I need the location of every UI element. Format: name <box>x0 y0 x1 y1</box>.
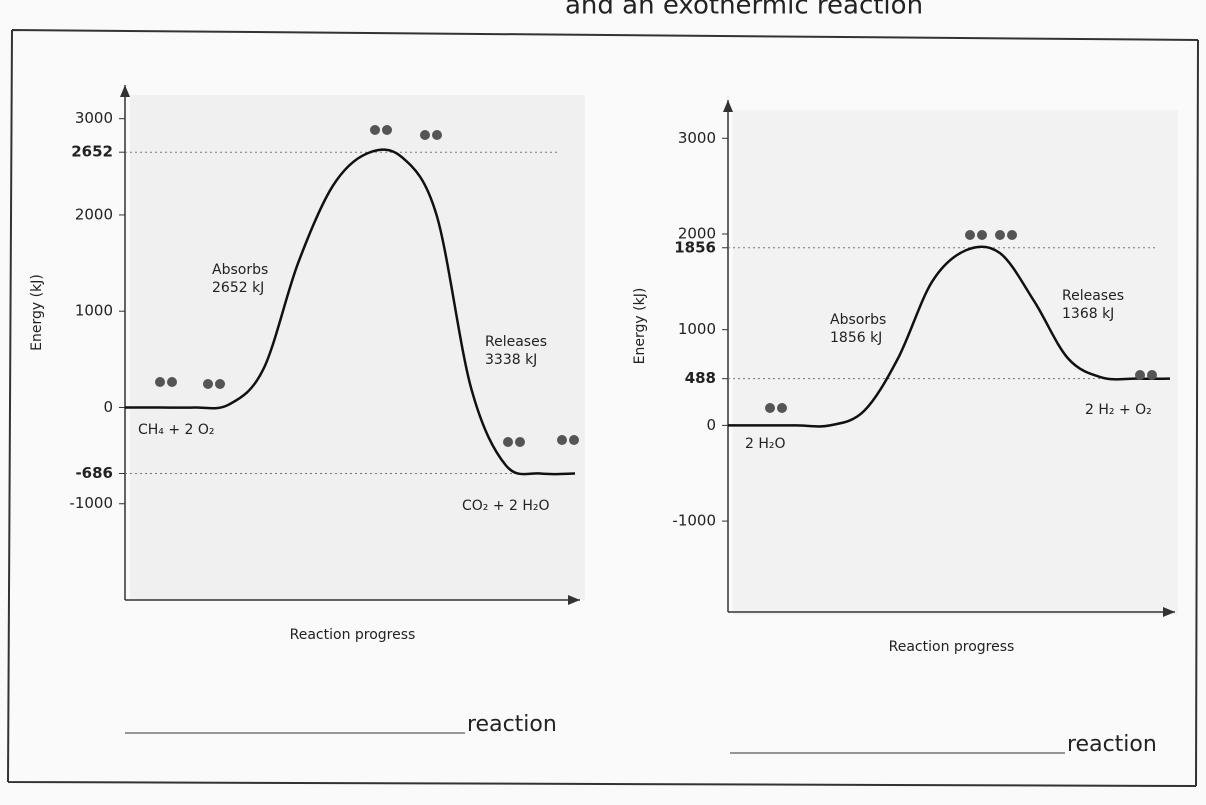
blank-label: reaction <box>1067 732 1157 757</box>
y-tick-label: 2000 <box>75 205 113 223</box>
y-tick-label: -1000 <box>672 512 716 530</box>
shade <box>733 110 1178 615</box>
molecule-icon <box>1135 370 1145 380</box>
molecule-icon <box>503 437 513 447</box>
y-tick-label: 0 <box>706 416 716 434</box>
molecule-icon <box>765 403 775 413</box>
molecule-icon <box>432 130 442 140</box>
molecule-icon <box>370 125 380 135</box>
y-tick-label: -1000 <box>69 494 113 512</box>
blank-label: reaction <box>467 712 557 737</box>
y-tick-label: 3000 <box>75 109 113 127</box>
molecule-icon <box>777 403 787 413</box>
x-axis-label: Reaction progress <box>889 639 1015 655</box>
annotation: CO₂ + 2 H₂O <box>462 498 550 514</box>
molecule-icon <box>215 379 225 389</box>
page-title: and an exothermic reaction <box>565 0 923 21</box>
annotation: 1856 kJ <box>830 330 882 346</box>
molecule-icon <box>515 437 525 447</box>
annotation: 1368 kJ <box>1062 306 1114 322</box>
molecule-icon <box>420 130 430 140</box>
molecule-icon <box>155 377 165 387</box>
annotation: Releases <box>1062 288 1124 304</box>
molecule-icon <box>965 230 975 240</box>
annotation: Absorbs <box>830 312 886 328</box>
y-tick-label: -686 <box>75 464 113 482</box>
annotation: 2 H₂ + O₂ <box>1085 402 1152 418</box>
molecule-icon <box>1007 230 1017 240</box>
y-tick-label: 1000 <box>678 320 716 338</box>
annotation: 2652 kJ <box>212 280 264 296</box>
annotation: Releases <box>485 334 547 350</box>
molecule-icon <box>382 125 392 135</box>
y-tick-label: 2652 <box>71 143 113 161</box>
y-axis-label: Energy (kJ) <box>29 274 45 351</box>
molecule-icon <box>995 230 1005 240</box>
annotation: CH₄ + 2 O₂ <box>138 422 215 438</box>
molecule-icon <box>1147 370 1157 380</box>
y-axis-label: Energy (kJ) <box>632 288 648 365</box>
y-tick-label: 488 <box>685 369 716 387</box>
y-tick-label: 1856 <box>674 238 716 256</box>
y-tick-label: 3000 <box>678 129 716 147</box>
annotation: 2 H₂O <box>745 436 786 452</box>
molecule-icon <box>557 435 567 445</box>
molecule-icon <box>203 379 213 389</box>
y-tick-label: 1000 <box>75 302 113 320</box>
molecule-icon <box>569 435 579 445</box>
worksheet: and an exothermic reaction Energy (kJ) Re… <box>0 0 1206 805</box>
annotation: 3338 kJ <box>485 352 537 368</box>
y-tick-label: 0 <box>103 398 113 416</box>
molecule-icon <box>977 230 987 240</box>
molecule-icon <box>167 377 177 387</box>
annotation: Absorbs <box>212 262 268 278</box>
x-axis-label: Reaction progress <box>290 627 416 643</box>
